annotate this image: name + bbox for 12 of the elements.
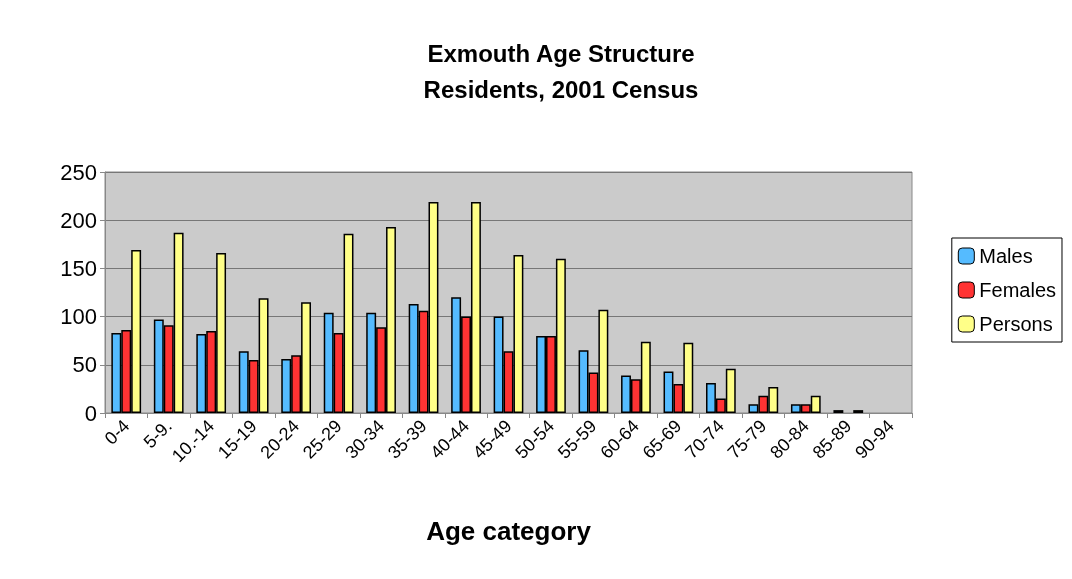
x-axis-title: Age category <box>426 516 592 546</box>
legend-label: Persons <box>979 313 1053 335</box>
chart-title: Exmouth Age Structure Residents, 2001 Census <box>423 39 699 103</box>
y-tick-label: 250 <box>60 159 97 185</box>
y-tick-label: 200 <box>60 207 97 233</box>
y-tick-label: 100 <box>60 304 97 330</box>
y-tick-label: 0 <box>84 400 97 426</box>
x-tick-label: 0-4 <box>100 415 134 449</box>
y-tick-label: 150 <box>60 255 97 281</box>
legend-label: Males <box>979 245 1033 267</box>
legend-label: Females <box>979 279 1057 301</box>
y-tick-label: 50 <box>72 352 97 378</box>
